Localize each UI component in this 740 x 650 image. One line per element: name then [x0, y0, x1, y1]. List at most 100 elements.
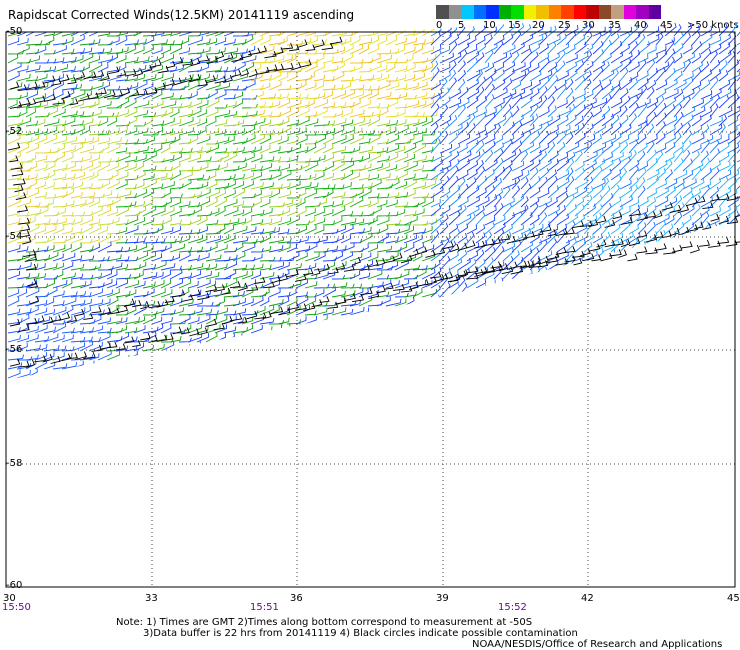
wind-barb	[727, 177, 738, 190]
wind-barb	[439, 104, 449, 118]
wind-barb	[718, 330, 731, 343]
contaminated-barb	[726, 216, 739, 225]
wind-barb	[520, 302, 531, 316]
contaminated-barb	[237, 282, 248, 292]
wind-barb	[583, 61, 594, 73]
wind-barb	[259, 264, 272, 271]
wind-barb	[511, 131, 525, 145]
wind-barb	[655, 179, 667, 190]
wind-barb	[700, 25, 713, 37]
wind-barb	[70, 234, 84, 244]
wind-barb	[457, 177, 466, 190]
wind-barb	[403, 264, 421, 271]
wind-barb	[619, 293, 629, 307]
wind-barb	[304, 334, 317, 343]
wind-barb	[538, 52, 550, 64]
wind-barb	[358, 44, 370, 55]
wind-barb	[673, 103, 683, 118]
wind-barb	[241, 216, 253, 226]
wind-barb	[439, 32, 452, 46]
wind-barb	[97, 40, 113, 46]
wind-barb	[187, 299, 204, 307]
wind-barb	[313, 198, 328, 208]
wind-barb	[106, 170, 119, 181]
wind-barb	[592, 266, 604, 280]
wind-barb	[187, 324, 202, 334]
wind-barb	[214, 196, 228, 208]
wind-barb	[250, 263, 264, 271]
wind-barb	[682, 259, 697, 271]
wind-barb	[709, 228, 721, 244]
wind-barb	[529, 202, 539, 217]
wind-barb	[394, 270, 410, 280]
wind-barb	[394, 316, 406, 325]
wind-barb	[484, 247, 496, 262]
wind-barb	[493, 69, 505, 82]
wind-barb	[16, 252, 31, 262]
contaminated-barb	[123, 336, 135, 344]
wind-barb	[241, 79, 256, 91]
wind-barb	[448, 322, 462, 334]
contaminated-barb	[580, 220, 593, 228]
contaminated-barb	[214, 51, 225, 60]
wind-barb	[700, 167, 712, 181]
wind-barb	[214, 129, 227, 136]
scale-label: 0	[436, 20, 443, 31]
wind-barb	[457, 150, 472, 163]
wind-barb	[592, 350, 606, 361]
wind-barb	[403, 111, 419, 118]
wind-barb	[43, 279, 56, 289]
wind-barb	[241, 256, 256, 262]
wind-barb	[358, 182, 373, 190]
contaminated-barb	[24, 254, 38, 262]
wind-barb	[385, 261, 398, 271]
wind-barb	[106, 143, 121, 154]
wind-barb	[538, 212, 548, 226]
wind-barb	[367, 130, 383, 136]
contaminated-barb	[69, 98, 79, 106]
credit-text: NOAA/NESDIS/Office of Research and Appli…	[472, 639, 723, 650]
wind-barb	[493, 237, 504, 253]
wind-barb	[79, 197, 94, 208]
wind-barb	[448, 151, 460, 163]
wind-barb	[430, 185, 444, 199]
wind-barb	[331, 155, 345, 163]
wind-barb	[241, 310, 259, 316]
wind-barb	[610, 304, 624, 316]
wind-barb	[304, 58, 319, 64]
wind-barb	[709, 116, 723, 127]
wind-barb	[466, 357, 477, 370]
wind-barb	[664, 104, 676, 118]
wind-barb	[403, 100, 420, 109]
wind-barb	[133, 270, 144, 280]
wind-barb	[520, 33, 534, 46]
wind-barb	[610, 51, 624, 64]
wind-barb	[646, 337, 656, 352]
wind-barb	[484, 176, 498, 190]
contaminated-barb	[620, 217, 633, 225]
wind-barb	[583, 23, 593, 37]
wind-barb	[556, 84, 567, 100]
wind-barb	[268, 227, 280, 235]
contaminated-barb	[546, 255, 558, 264]
wind-barb	[70, 83, 82, 91]
wind-barb	[160, 243, 172, 253]
wind-barb	[574, 68, 587, 82]
wind-barb	[466, 169, 478, 181]
wind-barb	[682, 192, 694, 208]
contaminated-barb	[699, 239, 711, 247]
wind-barb	[718, 142, 730, 154]
wind-barb	[592, 305, 604, 316]
wind-barb	[610, 296, 623, 307]
wind-barb	[574, 161, 585, 172]
wind-barb	[367, 253, 379, 262]
wind-barb	[592, 79, 602, 91]
wind-barb	[511, 171, 523, 181]
scale-swatch	[498, 5, 511, 19]
contaminated-barb	[75, 308, 85, 317]
wind-barb	[718, 338, 729, 352]
wind-barb	[430, 113, 443, 127]
wind-barb	[178, 201, 191, 208]
wind-barb	[565, 322, 577, 334]
wind-barb	[565, 220, 576, 235]
